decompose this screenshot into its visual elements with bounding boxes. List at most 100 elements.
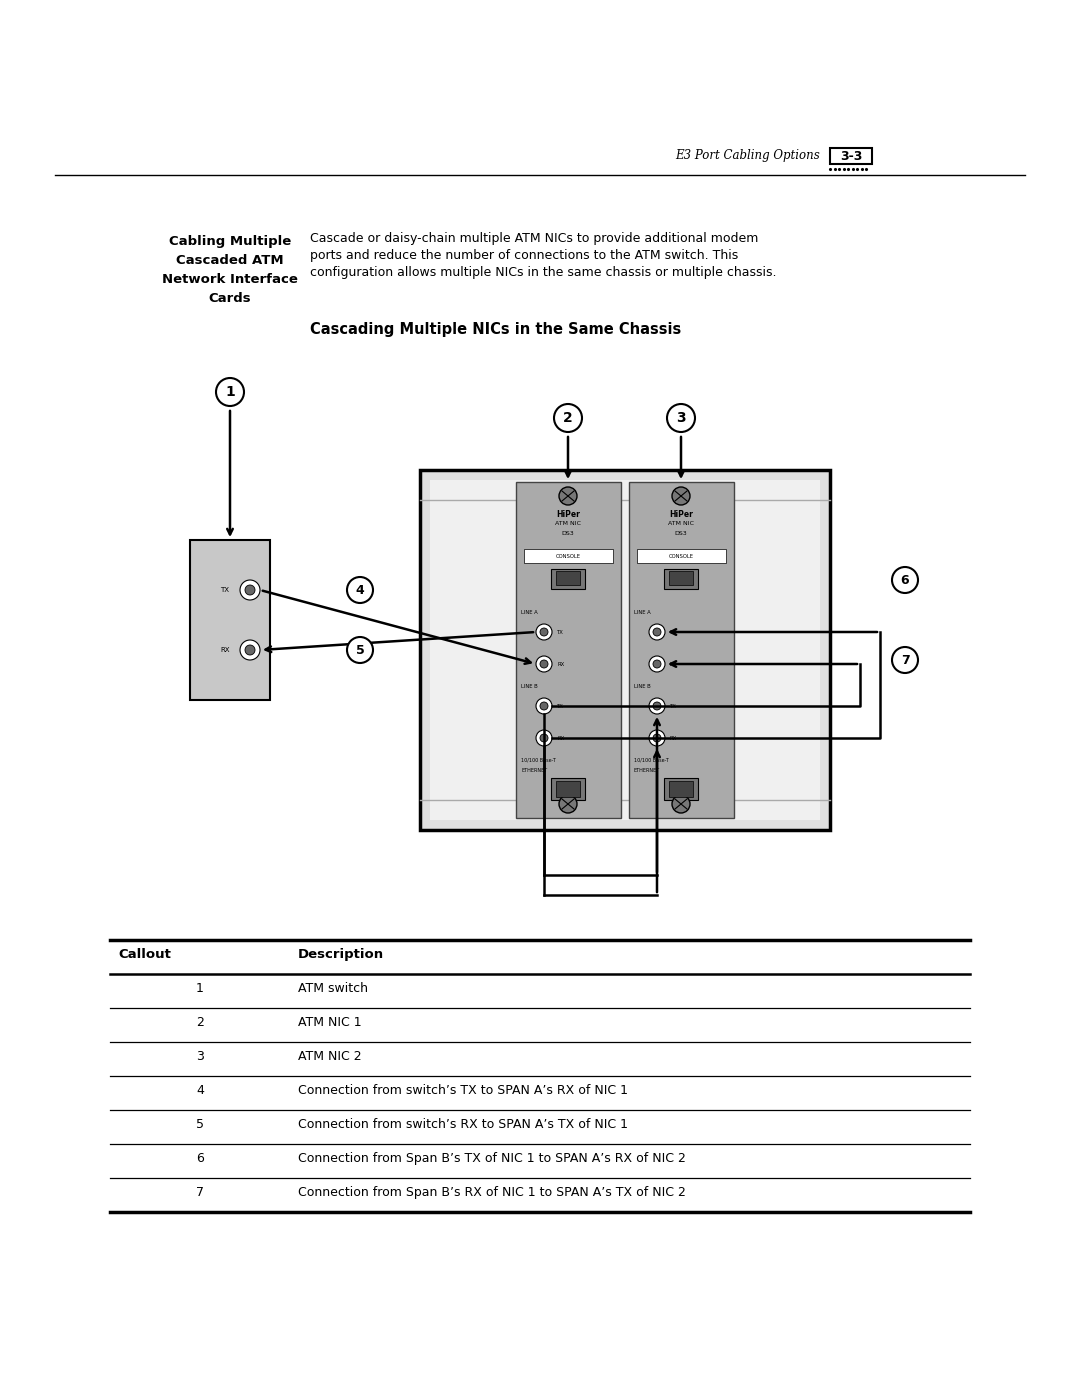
Circle shape [240,640,260,659]
Text: 10/100 Base-T: 10/100 Base-T [634,757,669,763]
Text: ATM NIC 2: ATM NIC 2 [298,1051,362,1063]
Circle shape [536,624,552,640]
Text: 6: 6 [901,574,909,587]
Circle shape [540,659,548,668]
Text: 3: 3 [676,411,686,425]
Text: 2: 2 [197,1016,204,1030]
Circle shape [667,404,696,432]
Text: 6: 6 [197,1153,204,1165]
Circle shape [653,659,661,668]
Text: ATM NIC: ATM NIC [669,521,694,527]
Bar [190,541,270,700]
Text: ports and reduce the number of connections to the ATM switch. This: ports and reduce the number of connectio… [310,249,739,263]
Text: 3: 3 [197,1051,204,1063]
Bar [524,549,613,563]
Text: 7: 7 [901,654,909,666]
Text: ATM switch: ATM switch [298,982,368,995]
Text: DS3: DS3 [675,531,687,536]
Text: E3 Port Cabling Options: E3 Port Cabling Options [675,148,820,162]
Text: RX: RX [670,662,677,666]
Text: CONSOLE: CONSOLE [555,555,581,560]
Bar [664,778,698,800]
Circle shape [245,645,255,655]
Bar [629,482,734,819]
Bar [420,469,831,830]
Text: 10/100 Base-T: 10/100 Base-T [521,757,556,763]
Text: Connection from Span B’s TX of NIC 1 to SPAN A’s RX of NIC 2: Connection from Span B’s TX of NIC 1 to … [298,1153,686,1165]
Bar [556,781,580,798]
Text: HiPer: HiPer [670,510,693,520]
Circle shape [649,657,665,672]
Circle shape [240,580,260,599]
Bar [551,569,585,590]
Circle shape [536,698,552,714]
Bar [430,481,820,820]
Text: HiPer: HiPer [556,510,580,520]
Circle shape [540,703,548,710]
Bar [664,569,698,590]
Circle shape [245,585,255,595]
Text: 4: 4 [355,584,364,597]
Circle shape [892,567,918,592]
Text: DS3: DS3 [562,531,575,536]
Text: RX: RX [557,662,564,666]
Circle shape [649,624,665,640]
Circle shape [653,629,661,636]
Circle shape [559,795,577,813]
Text: 4: 4 [197,1084,204,1097]
Text: Cards: Cards [208,292,252,305]
Text: LINE B: LINE B [634,683,651,689]
Text: 5: 5 [355,644,364,657]
Text: LINE A: LINE A [634,609,651,615]
Text: 1: 1 [225,386,234,400]
Text: TX: TX [557,630,564,634]
Circle shape [559,488,577,504]
Text: Cascade or daisy-chain multiple ATM NICs to provide additional modem: Cascade or daisy-chain multiple ATM NICs… [310,232,758,244]
Circle shape [653,703,661,710]
Text: 7: 7 [195,1186,204,1199]
Text: 2: 2 [563,411,572,425]
Circle shape [536,731,552,746]
Text: configuration allows multiple NICs in the same chassis or multiple chassis.: configuration allows multiple NICs in th… [310,265,777,279]
Bar [669,781,693,798]
Text: ETHERNET: ETHERNET [634,768,660,774]
Bar [551,778,585,800]
Circle shape [554,404,582,432]
Text: RX: RX [557,735,564,740]
Text: LINE A: LINE A [521,609,538,615]
Circle shape [347,577,373,604]
Text: Description: Description [298,949,384,961]
Bar [637,549,726,563]
Circle shape [216,379,244,407]
Text: Cascaded ATM: Cascaded ATM [176,254,284,267]
Bar [556,571,580,585]
Text: Connection from switch’s TX to SPAN A’s RX of NIC 1: Connection from switch’s TX to SPAN A’s … [298,1084,627,1097]
Bar [669,571,693,585]
Text: Cascading Multiple NICs in the Same Chassis: Cascading Multiple NICs in the Same Chas… [310,321,681,337]
Text: TX: TX [670,704,677,708]
Text: RX: RX [220,647,230,652]
Text: Callout: Callout [118,949,171,961]
Text: 5: 5 [195,1118,204,1132]
Text: ATM NIC: ATM NIC [555,521,581,527]
Text: RX: RX [670,735,677,740]
Circle shape [540,733,548,742]
Circle shape [540,629,548,636]
Circle shape [649,731,665,746]
Circle shape [672,488,690,504]
Text: Cabling Multiple: Cabling Multiple [168,235,292,249]
Text: 1: 1 [197,982,204,995]
Text: TX: TX [557,704,564,708]
Text: CONSOLE: CONSOLE [669,555,693,560]
Text: TX: TX [670,630,677,634]
Circle shape [347,637,373,664]
Circle shape [672,795,690,813]
Text: ATM NIC 1: ATM NIC 1 [298,1016,362,1030]
Circle shape [649,698,665,714]
Circle shape [536,657,552,672]
Text: ETHERNET: ETHERNET [521,768,548,774]
Circle shape [892,647,918,673]
Bar [831,148,872,163]
Circle shape [653,733,661,742]
Text: Network Interface: Network Interface [162,272,298,286]
